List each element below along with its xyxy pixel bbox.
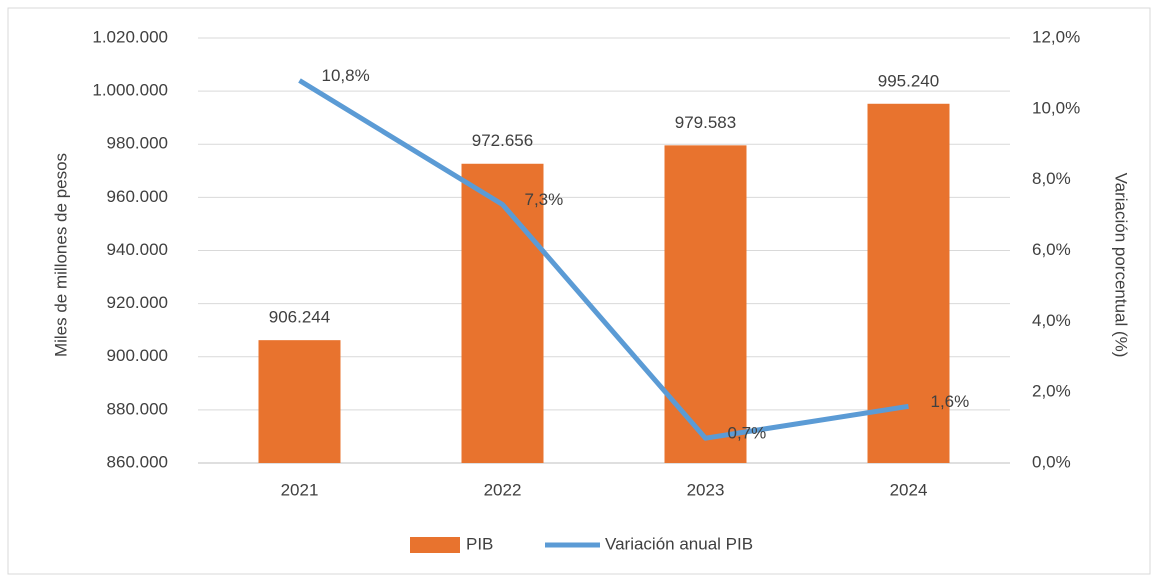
y2-tick-label: 12,0% [1032,27,1080,46]
y-tick-label: 960.000 [107,187,168,206]
bar [664,145,747,463]
y-axis-title: Miles de millones de pesos [51,153,70,357]
y-tick-label: 1.020.000 [92,27,168,46]
data-label: 10,8% [322,66,370,85]
data-label: 972.656 [472,131,533,150]
y2-axis-title: Variación porcentual (%) [1112,173,1131,358]
data-label: 979.583 [675,113,736,132]
data-label: 906.244 [269,308,330,327]
y-tick-label: 880.000 [107,399,168,418]
y-tick-label: 1.000.000 [92,81,168,100]
y2-tick-label: 8,0% [1032,169,1071,188]
bar [258,340,341,463]
legend-label: Variación anual PIB [605,534,753,553]
y-tick-label: 860.000 [107,452,168,471]
y2-tick-label: 10,0% [1032,98,1080,117]
bar [461,163,544,463]
legend-swatch [410,537,460,553]
y2-tick-label: 2,0% [1032,382,1071,401]
x-tick-label: 2021 [281,480,319,499]
data-label: 7,3% [525,190,564,209]
bar [867,103,950,464]
y2-tick-label: 0,0% [1032,452,1071,471]
x-tick-label: 2024 [890,480,928,499]
legend-label: PIB [466,534,493,553]
y-tick-label: 920.000 [107,293,168,312]
y-tick-label: 980.000 [107,134,168,153]
y2-tick-label: 6,0% [1032,240,1071,259]
y-tick-label: 940.000 [107,240,168,259]
data-label: 1,6% [931,392,970,411]
y2-tick-label: 4,0% [1032,311,1071,330]
data-label: 995.240 [878,71,939,90]
x-tick-label: 2023 [687,480,725,499]
data-label: 0,7% [728,424,767,443]
y-tick-label: 900.000 [107,346,168,365]
line [298,78,909,441]
x-tick-label: 2022 [484,480,522,499]
